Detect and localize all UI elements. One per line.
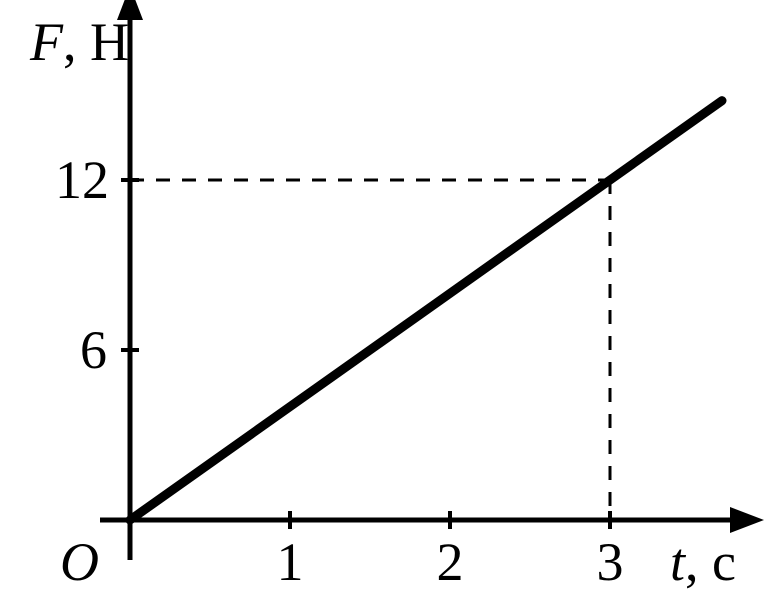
physics-force-time-chart: 123612F, Нt, сO [0,0,773,609]
y-tick-label: 12 [55,150,109,210]
x-tick-label: 3 [597,532,624,592]
y-axis-label: F, Н [29,12,129,72]
x-tick-label: 2 [437,532,464,592]
origin-label: O [60,532,99,592]
x-tick-label: 1 [277,532,304,592]
x-axis-label: t, с [670,532,736,592]
x-axis-arrow [730,507,764,533]
series-line [130,101,722,520]
chart-svg: 123612F, Нt, сO [0,0,773,609]
y-tick-label: 6 [80,320,107,380]
